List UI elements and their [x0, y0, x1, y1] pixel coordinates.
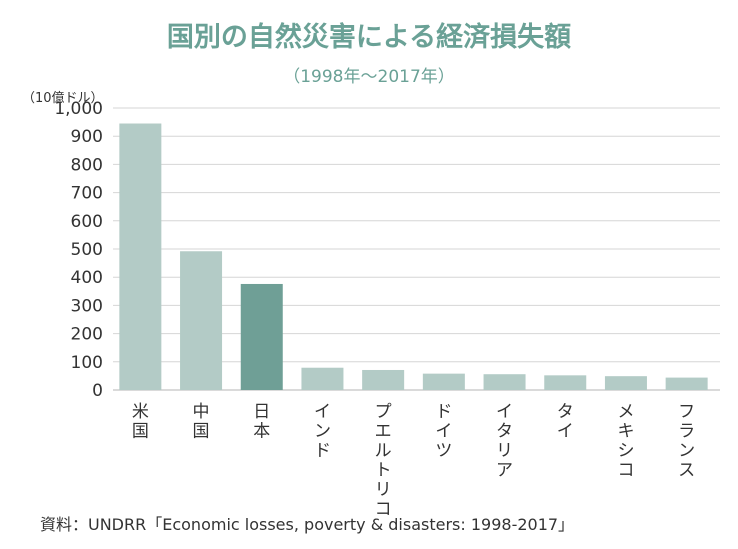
bar — [362, 369, 405, 390]
y-tick-label: 100 — [71, 353, 103, 373]
x-category-label: インド — [314, 402, 331, 461]
y-tick-label: 700 — [71, 184, 103, 204]
bar — [665, 377, 708, 390]
x-category-label: タイ — [557, 402, 574, 442]
y-axis-ticks: 0 100 200 300 400 500 600 700 800 900 1,000 — [54, 99, 103, 401]
y-tick-label: 400 — [71, 268, 103, 288]
y-tick-label: 800 — [71, 155, 103, 175]
y-tick-label: 0 — [92, 381, 103, 401]
bars — [119, 123, 708, 390]
y-tick-label: 200 — [71, 325, 103, 345]
gridlines — [113, 107, 720, 391]
x-category-label: フランス — [678, 402, 695, 481]
x-category-label: プエルトリコ — [375, 402, 392, 520]
bar — [604, 376, 647, 390]
y-tick-label: 1,000 — [54, 99, 103, 119]
bar — [119, 123, 162, 390]
x-category-label: 米国 — [132, 402, 149, 442]
y-tick-label: 300 — [71, 296, 103, 316]
bar — [483, 374, 526, 390]
y-tick-label: 900 — [71, 127, 103, 147]
x-axis-categories: 米国 中国 日本 インド プエルトリコ ドイツ イタリア タイ メキシコ フランス — [132, 402, 695, 520]
y-axis-unit-label: （10億ドル） — [22, 90, 104, 106]
chart-subtitle: （1998年～2017年） — [283, 67, 455, 87]
bar — [180, 251, 223, 390]
x-category-label: メキシコ — [617, 402, 634, 481]
y-tick-label: 600 — [71, 212, 103, 232]
chart-title: 国別の自然災害による経済損失額 — [167, 21, 571, 53]
y-tick-label: 500 — [71, 240, 103, 260]
x-category-label: 日本 — [253, 402, 270, 442]
bar — [240, 283, 283, 390]
x-category-label: 中国 — [193, 402, 210, 442]
x-category-label: イタリア — [496, 402, 513, 481]
source-note: 資料：UNDRR「Economic losses, poverty & disa… — [40, 515, 574, 534]
bar — [544, 375, 587, 390]
bar — [301, 367, 344, 390]
bar — [422, 373, 465, 390]
x-category-label: ドイツ — [435, 402, 452, 461]
